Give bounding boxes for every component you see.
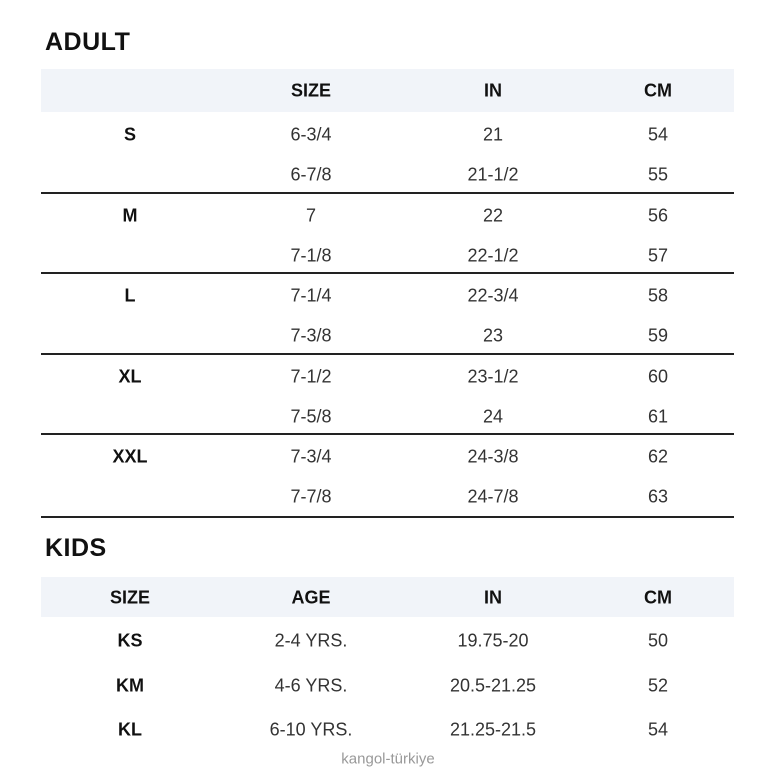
table-cell: 7-3/4 xyxy=(290,446,332,467)
table-cell: 21-1/2 xyxy=(467,164,519,185)
kids-header-size: SIZE xyxy=(109,587,151,608)
table-cell: 50 xyxy=(647,630,669,651)
table-cell: 57 xyxy=(647,245,669,265)
table-cell: 61 xyxy=(647,406,669,426)
table-cell: 7-7/8 xyxy=(290,486,332,507)
table-cell: 6-10 YRS. xyxy=(269,719,353,740)
adult-header-row xyxy=(41,69,734,112)
table-cell: 21.25-21.5 xyxy=(449,719,537,740)
adult-header-size: SIZE xyxy=(290,80,332,101)
table-cell: 60 xyxy=(647,366,669,386)
size-label: XXL xyxy=(112,446,148,467)
size-label: KM xyxy=(116,675,144,695)
table-cell: 56 xyxy=(647,205,669,225)
table-cell: 6-3/4 xyxy=(290,124,332,145)
size-label: XL xyxy=(118,366,142,386)
group-divider xyxy=(41,516,734,518)
table-cell: 7-3/8 xyxy=(290,325,332,346)
table-cell: 21 xyxy=(482,124,504,145)
table-cell: 19.75-20 xyxy=(457,630,529,651)
table-cell: 2-4 YRS. xyxy=(274,630,348,651)
size-label: L xyxy=(124,285,136,306)
size-label: M xyxy=(122,205,138,225)
table-cell: 22-1/2 xyxy=(467,245,519,265)
table-cell: 22-3/4 xyxy=(467,285,519,306)
adult-header-cm: CM xyxy=(644,80,672,101)
table-cell: 24-7/8 xyxy=(467,486,519,507)
table-cell: 7-1/2 xyxy=(290,366,332,386)
kids-header-in: IN xyxy=(484,587,502,608)
table-cell: 4-6 YRS. xyxy=(274,675,348,695)
table-cell: 7 xyxy=(305,205,317,225)
table-cell: 23 xyxy=(482,325,504,346)
group-divider xyxy=(41,192,734,194)
group-divider xyxy=(41,432,734,435)
table-cell: 24-3/8 xyxy=(467,446,519,467)
table-cell: 7-1/4 xyxy=(290,285,332,306)
table-cell: 7-1/8 xyxy=(290,245,332,265)
table-cell: 24 xyxy=(482,406,504,426)
table-cell: 7-5/8 xyxy=(290,406,332,426)
table-cell: 52 xyxy=(647,675,669,695)
adult-header-in: IN xyxy=(484,80,502,101)
table-cell: 54 xyxy=(647,719,669,740)
table-cell: 59 xyxy=(647,325,669,346)
kids-title: KIDS xyxy=(45,534,107,562)
table-cell: 55 xyxy=(647,164,669,185)
table-cell: 62 xyxy=(647,446,669,467)
table-cell: 23-1/2 xyxy=(467,366,519,386)
size-label: S xyxy=(123,124,137,145)
size-label: KS xyxy=(117,630,143,651)
table-cell: 6-7/8 xyxy=(290,164,332,185)
group-divider xyxy=(41,352,734,355)
table-cell: 63 xyxy=(647,486,669,507)
table-cell: 22 xyxy=(482,205,504,225)
watermark: kangol-türkiye xyxy=(341,750,435,768)
kids-header-row xyxy=(41,577,734,617)
group-divider xyxy=(41,272,734,275)
kids-header-age: AGE xyxy=(291,587,331,608)
kids-header-cm: CM xyxy=(644,587,672,608)
table-cell: 20.5-21.25 xyxy=(449,675,537,695)
table-cell: 54 xyxy=(647,124,669,145)
adult-title: ADULT xyxy=(45,28,131,56)
size-label: KL xyxy=(118,719,142,740)
table-cell: 58 xyxy=(647,285,669,306)
